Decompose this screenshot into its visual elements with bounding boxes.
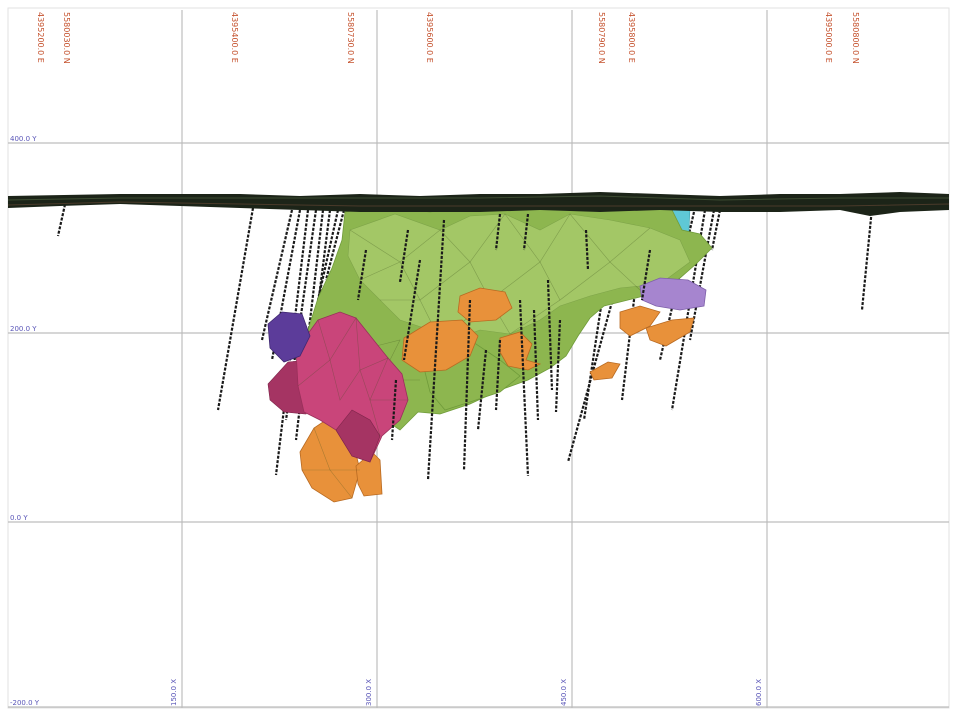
drillhole [390,379,398,441]
facet-lines [313,427,353,499]
elevation-label: 400.0 Y [10,135,37,143]
drillhole [860,207,874,311]
drillhole [56,199,68,237]
drillhole [294,209,325,441]
drillhole [356,249,368,301]
x-label: 450.0 X [560,679,568,706]
drillhole [426,219,446,481]
drillhole [532,309,540,421]
ore-shell [401,319,479,373]
coord-label: 4395400.0 E [230,12,239,63]
ore-body-purple [267,311,311,363]
drillhole [546,279,554,391]
ore-shell [335,409,381,463]
topo-edge [7,195,949,201]
ore-body-lilac [639,277,707,311]
elevation-label: 0.0 Y [10,514,28,522]
ore-shell [347,213,691,341]
coord-label: 4395600.0 E [425,12,434,63]
bottom-coordinate-labels: 150.0 X 300.0 X 450.0 X 600.0 X [170,679,763,706]
drillhole [216,207,255,411]
coord-label: 4395000.0 E [824,12,833,63]
facet-lines [297,359,381,437]
drillhole [584,229,590,271]
top-coordinate-labels: 4395200.0 E 5580030.0 N 4395400.0 E 5580… [36,12,860,64]
ore-shell [499,331,542,371]
ore-shell [639,277,707,311]
coord-label: 4395800.0 E [627,12,636,63]
x-label: 150.0 X [170,679,178,706]
facet-lines [349,213,651,263]
drillhole [402,259,422,361]
elevation-label: -200.0 Y [10,699,40,707]
coord-label: 5580730.0 N [346,12,355,64]
ore-shell [619,305,661,337]
ore-shell [267,311,311,363]
drillhole [522,213,530,251]
drillhole [640,249,652,301]
drillhole [494,213,502,251]
drillhole [582,299,604,421]
ore-shell [645,317,695,347]
coord-label: 5580800.0 N [851,12,860,64]
coord-label: 5580030.0 N [62,12,71,64]
drillhole [324,209,346,281]
drillhole [518,299,530,477]
facet-lines [317,317,408,401]
ore-shell [589,361,621,381]
ore-shell [457,287,513,323]
coord-label: 5580790.0 N [597,12,606,64]
x-label: 600.0 X [755,679,763,706]
ore-shell [295,311,409,463]
ore-body-pink [267,311,409,463]
drillholes-front [356,213,652,481]
drillhole [710,209,722,251]
ore-body-green [307,201,713,431]
topography-surface [7,192,950,216]
elevation-labels: 400.0 Y 200.0 Y 0.0 Y -200.0 Y [10,135,40,707]
drillhole [462,299,472,471]
drillhole [316,209,340,301]
elevation-label: 200.0 Y [10,325,37,333]
topo-edge [7,201,950,207]
x-label: 300.0 X [365,679,373,706]
coord-label: 4395200.0 E [36,12,45,63]
drillhole [494,339,502,411]
drillhole [554,319,562,413]
